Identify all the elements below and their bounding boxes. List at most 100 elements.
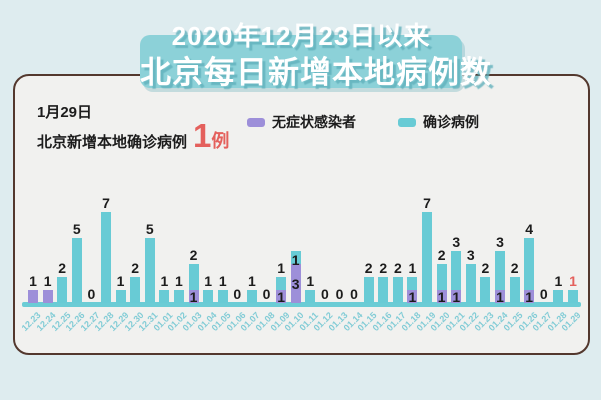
annotation-unit: 例 <box>211 131 230 151</box>
annotation-value: 1例 <box>193 119 230 154</box>
latest-case-annotation: 1月29日 北京新增本地确诊病例 1例 <box>37 102 229 154</box>
total-value-label: 2 <box>58 260 67 276</box>
bar-segment-confirmed <box>290 251 301 264</box>
total-value-label: 1 <box>160 273 169 289</box>
total-value-label: 2 <box>364 260 373 276</box>
confirmed-value-label: 1 <box>408 260 417 276</box>
total-value-label: 0 <box>262 286 271 302</box>
annotation-text: 北京新增本地确诊病例 <box>37 134 188 151</box>
asymptomatic-value-label: 1 <box>277 288 285 305</box>
total-value-label: 7 <box>102 195 110 211</box>
asymptomatic-value-label: 1 <box>437 288 446 305</box>
total-value-label: 2 <box>481 260 490 276</box>
bar-segment-confirmed <box>524 238 535 290</box>
total-value-label: 1 <box>204 273 213 289</box>
total-value-label: 1 <box>554 273 563 289</box>
total-value-label: 0 <box>539 286 548 302</box>
bar-segment-confirmed <box>188 264 199 290</box>
title-line-1: 2020年12月23日以来 <box>171 21 431 51</box>
bar-segment-confirmed <box>100 212 111 303</box>
total-value-label: 0 <box>233 286 242 302</box>
total-value-label: 2 <box>510 260 519 276</box>
bar-segment-confirmed <box>276 277 287 290</box>
total-value-label: 0 <box>87 286 96 302</box>
bar-segment-asymptomatic <box>436 290 447 303</box>
confirmed-value-label: 4 <box>525 221 534 237</box>
confirmed-value-label: 2 <box>437 247 446 263</box>
bar-segment-confirmed <box>422 212 433 303</box>
confirmed-value-label: 1 <box>277 260 285 276</box>
total-value-label: 7 <box>423 195 431 211</box>
total-value-label: 2 <box>393 260 402 276</box>
total-value-label: 1 <box>175 273 183 289</box>
bar-segment-asymptomatic <box>290 264 301 303</box>
total-value-label: 2 <box>131 260 140 276</box>
bar-segment-asymptomatic <box>28 290 38 303</box>
total-value-label: 1 <box>218 273 227 289</box>
bar-segment-asymptomatic <box>42 290 53 303</box>
bar-segment-confirmed <box>57 277 68 303</box>
bar-segment-confirmed <box>173 290 184 303</box>
title-line-2: 北京每日新增本地病例数 <box>140 55 492 90</box>
total-value-label: 0 <box>335 286 344 302</box>
bar-segment-confirmed <box>159 290 170 303</box>
total-value-label: 0 <box>320 286 329 302</box>
bar-segment-confirmed <box>495 251 505 290</box>
asymptomatic-value-label: 1 <box>496 288 504 305</box>
asymptomatic-value-label: 1 <box>408 288 417 305</box>
total-value-label: 3 <box>466 247 475 263</box>
annotation-number: 1 <box>193 117 212 154</box>
total-value-label: 1 <box>116 273 125 289</box>
x-axis-line <box>22 302 581 307</box>
bar-segment-confirmed <box>465 264 476 303</box>
asymptomatic-value-label: 1 <box>525 288 534 305</box>
bar-segment-confirmed <box>553 290 564 303</box>
bar-segment-asymptomatic <box>188 290 199 303</box>
confirmed-value-label: 3 <box>452 234 461 250</box>
legend-label-asymptomatic: 无症状感染者 <box>272 114 356 130</box>
total-value-label: 5 <box>72 221 81 237</box>
bar-segment-confirmed <box>217 290 228 303</box>
bar-segment-asymptomatic <box>407 290 418 303</box>
asymptomatic-swatch-icon <box>247 117 265 127</box>
bar-segment-confirmed <box>480 277 491 303</box>
asymptomatic-value-label: 1 <box>189 288 198 305</box>
bar-segment-asymptomatic <box>495 290 505 303</box>
total-value-label: 1 <box>569 273 577 289</box>
annotation-date: 1月29日 <box>37 104 93 121</box>
legend-item-confirmed: 确诊病例 <box>398 112 479 132</box>
bar-segment-confirmed <box>115 290 126 303</box>
bar-segment-confirmed <box>567 290 578 303</box>
bar-segment-confirmed <box>436 264 447 290</box>
confirmed-value-label: 1 <box>291 252 300 268</box>
total-value-label: 1 <box>29 273 37 289</box>
asymptomatic-value-label: 3 <box>291 275 300 292</box>
total-value-label: 1 <box>248 273 256 289</box>
bar-segment-confirmed <box>130 277 141 303</box>
asymptomatic-value-label: 1 <box>452 288 461 305</box>
confirmed-swatch-icon <box>398 117 416 127</box>
chart-legend: 无症状感染者 确诊病例 <box>247 112 479 132</box>
confirmed-value-label: 3 <box>496 234 504 250</box>
bar-segment-confirmed <box>451 251 462 290</box>
bar-segment-asymptomatic <box>276 290 287 303</box>
bar-segment-confirmed <box>392 277 403 303</box>
bar-segment-asymptomatic <box>524 290 535 303</box>
legend-label-confirmed: 确诊病例 <box>423 114 479 130</box>
bar-segment-confirmed <box>246 290 257 303</box>
total-value-label: 0 <box>350 286 358 302</box>
bar-segment-confirmed <box>71 238 82 303</box>
bar-segment-confirmed <box>509 277 520 303</box>
total-value-label: 5 <box>145 221 154 237</box>
confirmed-value-label: 2 <box>189 247 198 263</box>
bar-segment-confirmed <box>378 277 389 303</box>
title-badge <box>140 35 462 88</box>
bar-segment-confirmed <box>144 238 155 303</box>
bar-segment-asymptomatic <box>451 290 462 303</box>
bar-segment-confirmed <box>203 290 214 303</box>
bar-segment-confirmed <box>305 290 316 303</box>
total-value-label: 1 <box>306 273 315 289</box>
total-value-label: 1 <box>43 273 52 289</box>
